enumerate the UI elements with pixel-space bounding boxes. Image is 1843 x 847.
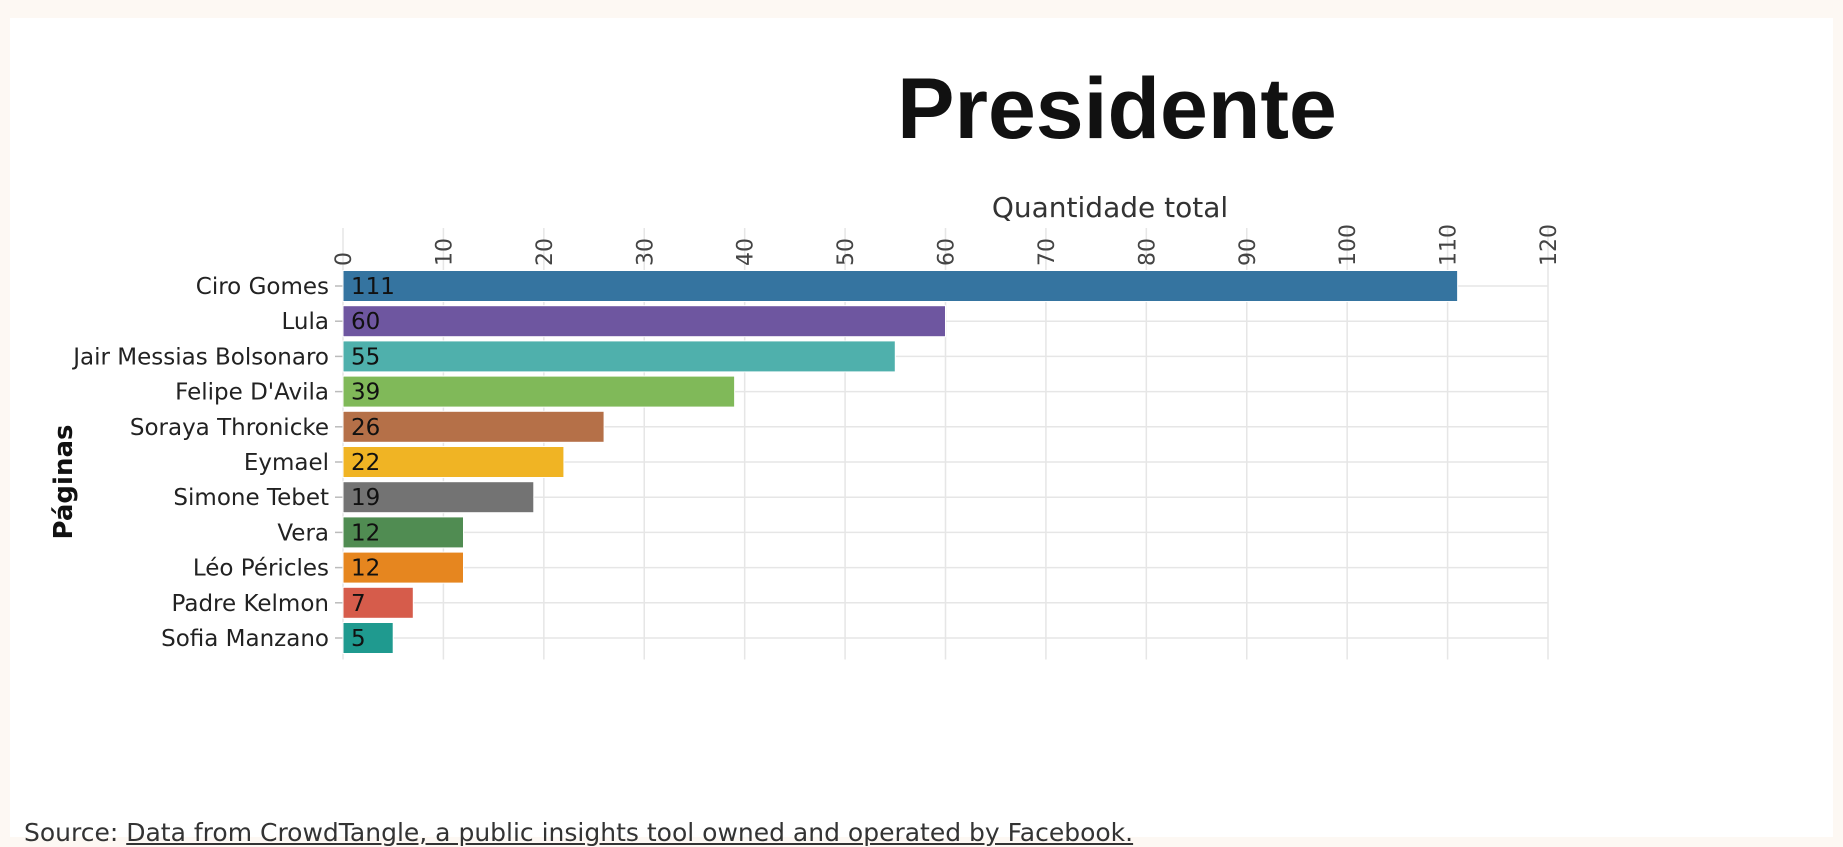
category-label: Lula <box>282 309 329 335</box>
x-tick-label: 80 <box>1135 238 1160 266</box>
chart-card: Presidente Quantidade total Páginas 0 10 2… <box>10 18 1833 847</box>
bar <box>342 340 896 373</box>
x-tick-label: 70 <box>1035 238 1060 266</box>
source-link[interactable]: Data from CrowdTangle, a public insights… <box>126 818 1134 847</box>
bar-value-label: 55 <box>351 344 380 370</box>
category-label: Jair Messias Bolsonaro <box>71 344 329 370</box>
bar <box>342 305 946 338</box>
source-prefix: Source: <box>24 818 127 847</box>
category-label: Padre Kelmon <box>172 591 329 617</box>
bars: 111 60 55 39 26 22 19 12 12 7 5 <box>342 270 1459 654</box>
bar-value-label: 26 <box>351 415 380 441</box>
bar-value-label: 60 <box>351 309 380 335</box>
y-axis-title: Páginas <box>49 425 79 540</box>
x-axis-ticks: 0 10 20 30 40 50 60 70 80 90 100 110 120 <box>332 224 1562 266</box>
x-tick-label: 20 <box>533 238 558 266</box>
bar <box>342 516 464 549</box>
bar-value-label: 19 <box>351 485 380 511</box>
bar-value-label: 22 <box>351 450 380 476</box>
x-axis-title: Quantidade total <box>992 191 1228 224</box>
category-label: Simone Tebet <box>173 485 329 511</box>
bar-value-label: 39 <box>351 380 380 406</box>
bar-value-label: 12 <box>351 520 380 546</box>
x-tick-label: 0 <box>332 252 357 266</box>
bar <box>342 410 605 443</box>
x-tick-label: 100 <box>1336 224 1361 266</box>
x-tick-label: 120 <box>1537 224 1562 266</box>
chart-title: Presidente <box>897 61 1337 157</box>
y-axis-labels: Ciro Gomes Lula Jair Messias Bolsonaro Feli… <box>71 274 329 652</box>
x-tick-label: 50 <box>834 238 859 266</box>
bar <box>342 551 464 584</box>
bar-value-label: 7 <box>351 591 366 617</box>
bar-value-label: 5 <box>351 626 366 652</box>
bar-value-label: 12 <box>351 556 380 582</box>
bar <box>342 481 535 514</box>
category-label: Eymael <box>244 450 329 476</box>
x-tick-label: 90 <box>1236 238 1261 266</box>
bar <box>342 586 414 619</box>
source-note: Source: Data from CrowdTangle, a public … <box>24 818 1133 847</box>
bar <box>342 622 394 654</box>
bar <box>342 446 565 478</box>
bar-chart: Presidente Quantidade total Páginas 0 10 2… <box>49 61 1562 660</box>
category-label: Sofia Manzano <box>161 626 329 652</box>
x-tick-label: 110 <box>1437 224 1462 266</box>
x-tick-label: 10 <box>432 238 457 266</box>
x-tick-label: 30 <box>633 238 658 266</box>
category-label: Soraya Thronicke <box>130 415 329 441</box>
x-tick-label: 60 <box>935 238 960 266</box>
bar-value-label: 111 <box>351 274 395 300</box>
category-label: Ciro Gomes <box>196 274 329 300</box>
category-label: Léo Péricles <box>193 556 329 582</box>
bar <box>342 270 1459 302</box>
bar <box>342 375 736 408</box>
category-label: Felipe D'Avila <box>175 380 329 406</box>
x-tick-label: 40 <box>734 238 759 266</box>
category-label: Vera <box>277 520 329 546</box>
